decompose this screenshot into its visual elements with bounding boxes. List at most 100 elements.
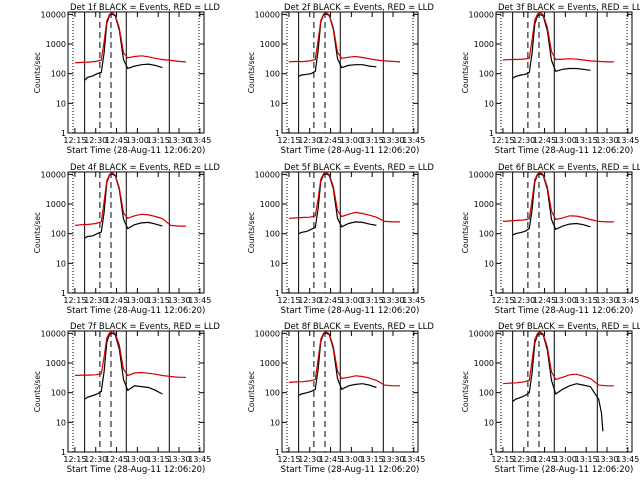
y-tick-label: 10 [270,259,280,268]
x-axis-label: Start Time (28-Aug-11 12:06:20) [67,465,206,475]
plot-frame [67,330,205,453]
y-tick-label: 1000 [474,200,494,209]
chart-panel: 1 10 100 1000 10000 12:1512:3012:4513:0013:15… [461,163,640,316]
chart-panel: 1 10 100 1000 10000 12:1512:3012:4513:0013:15… [33,3,220,156]
x-tick-label: 13:30 [595,455,618,464]
y-tick-label: 100 [479,389,494,398]
x-tick-label: 13:45 [616,296,639,305]
y-tick-label: 1000 [46,359,66,368]
y-tick-label: 1 [61,129,66,138]
x-tick-label: 12:45 [105,136,128,145]
x-tick-label: 13:15 [361,296,384,305]
x-axis-label: Start Time (28-Aug-11 12:06:20) [281,146,420,156]
y-tick-label: 10 [270,418,280,427]
lld-series-line [288,331,400,387]
y-tick-label: 1 [61,289,66,298]
x-tick-label: 12:15 [277,455,300,464]
x-tick-label: 12:30 [512,136,535,145]
y-tick-label: 10 [56,259,66,268]
y-axis-label: Counts/sec [247,52,256,93]
y-axis-label: Counts/sec [461,212,470,253]
y-axis-label: Counts/sec [33,52,42,93]
chart-panel: 1 10 100 1000 10000 12:1512:3012:4513:0013:15… [247,3,434,156]
x-tick-label: 13:00 [554,296,577,305]
y-tick-label: 10 [484,259,494,268]
y-axis-label: Counts/sec [247,212,256,253]
x-tick-label: 12:30 [298,455,321,464]
y-tick-label: 10000 [41,10,66,19]
x-tick-label: 12:15 [491,455,514,464]
x-tick-label: 12:30 [84,296,107,305]
events-series-line [298,332,377,397]
x-tick-label: 12:30 [512,455,535,464]
chart-panel: 1 10 100 1000 10000 12:1512:3012:4513:0013:15… [33,322,220,475]
x-tick-label: 13:15 [575,455,598,464]
plot-frame [281,171,419,294]
panel-title: Det 7f BLACK = Events, RED = LLD [70,322,220,332]
x-tick-label: 12:30 [298,136,321,145]
x-tick-label: 13:45 [616,136,639,145]
x-axis-label: Start Time (28-Aug-11 12:06:20) [281,465,420,475]
x-tick-label: 13:45 [402,296,425,305]
x-tick-label: 13:45 [188,455,211,464]
events-series-line [298,173,377,235]
y-tick-label: 1000 [474,40,494,49]
y-tick-label: 1000 [46,40,66,49]
x-tick-label: 13:00 [340,296,363,305]
x-tick-label: 13:15 [361,455,384,464]
x-tick-label: 12:15 [63,296,86,305]
x-tick-label: 12:15 [63,136,86,145]
x-axis-label: Start Time (28-Aug-11 12:06:20) [281,306,420,316]
lld-series-line [502,12,614,63]
x-tick-label: 13:00 [554,136,577,145]
lld-series-line [288,12,401,63]
x-tick-label: 12:30 [84,136,107,145]
x-tick-label: 12:45 [319,455,342,464]
y-axis-label: Counts/sec [461,52,470,93]
y-tick-label: 1000 [260,200,280,209]
x-tick-label: 12:30 [512,296,535,305]
x-tick-label: 12:45 [319,296,342,305]
x-tick-label: 13:15 [361,136,384,145]
x-tick-label: 13:00 [340,136,363,145]
x-tick-label: 13:00 [554,455,577,464]
lld-series-line [74,330,186,378]
y-tick-label: 100 [265,230,280,239]
lld-series-line [502,331,614,387]
x-tick-label: 13:00 [126,455,149,464]
x-axis-label: Start Time (28-Aug-11 12:06:20) [495,465,634,475]
events-series-line [512,173,591,236]
panel-title: Det 8f BLACK = Events, RED = LLD [284,322,434,332]
y-tick-label: 10 [484,99,494,108]
panel-title: Det 4f BLACK = Events, RED = LLD [70,163,220,173]
y-tick-label: 1 [275,448,280,457]
chart-panel: 1 10 100 1000 10000 12:1512:3012:4513:0013:15… [461,3,640,156]
y-axis-label: Counts/sec [247,371,256,412]
x-tick-label: 13:15 [575,136,598,145]
x-tick-label: 13:30 [595,296,618,305]
y-tick-label: 1000 [474,359,494,368]
panel-title: Det 1f BLACK = Events, RED = LLD [70,3,220,13]
y-tick-label: 10000 [469,10,494,19]
x-tick-label: 12:30 [84,455,107,464]
x-tick-label: 12:45 [533,136,556,145]
x-tick-label: 13:45 [188,136,211,145]
y-tick-label: 1 [489,289,494,298]
x-tick-label: 13:00 [126,296,149,305]
lld-series-line [74,12,187,64]
x-axis-label: Start Time (28-Aug-11 12:06:20) [495,146,634,156]
y-axis-label: Counts/sec [33,371,42,412]
lld-series-line [502,172,614,223]
y-tick-label: 10000 [41,329,66,338]
events-series-line [298,13,377,78]
panel-title: Det 5f BLACK = Events, RED = LLD [284,163,434,173]
panel-title: Det 2f BLACK = Events, RED = LLD [284,3,434,13]
x-tick-label: 13:45 [402,455,425,464]
x-tick-label: 12:15 [277,136,300,145]
y-tick-label: 1 [489,129,494,138]
x-tick-label: 12:45 [533,296,556,305]
y-tick-label: 10 [56,418,66,427]
y-tick-label: 100 [265,70,280,79]
